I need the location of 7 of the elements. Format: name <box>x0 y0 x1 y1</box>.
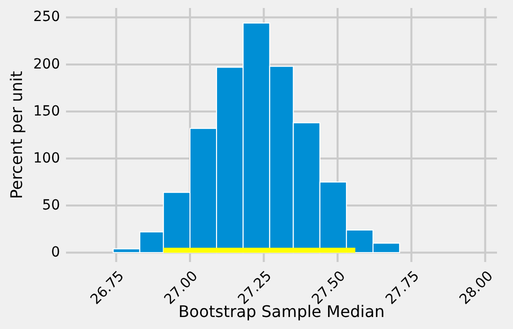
y-tick-label: 0 <box>51 244 60 260</box>
y-tick-label: 50 <box>42 197 60 214</box>
y-tick-label: 150 <box>33 103 60 120</box>
y-tick-label: 100 <box>33 150 60 166</box>
y-tick-label: 200 <box>33 56 60 72</box>
y-axis-title: Percent per unit <box>7 71 26 199</box>
y-tick-label: 250 <box>33 9 60 26</box>
